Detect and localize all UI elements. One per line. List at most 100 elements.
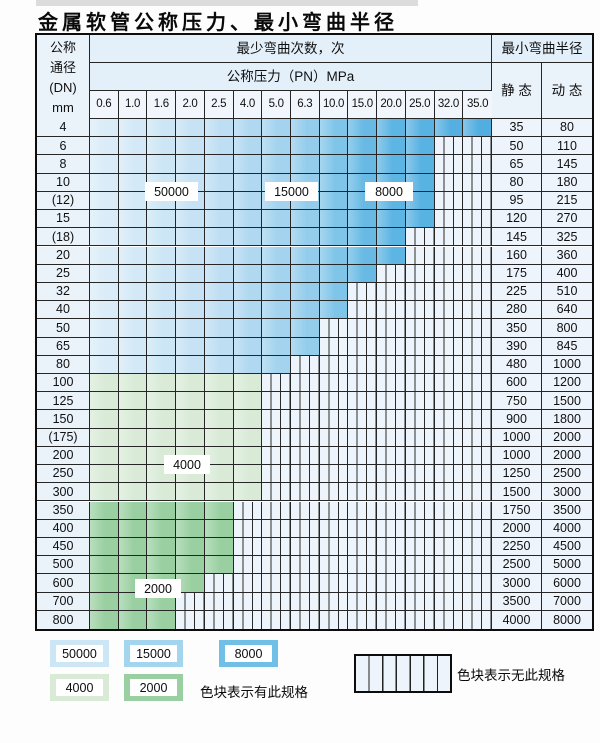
spec-available-cell [118, 319, 148, 338]
spec-available-cell [204, 392, 234, 411]
spec-available-cell [319, 155, 349, 174]
pressure-tick: 1.0 [118, 91, 148, 119]
spec-unavailable-cell [233, 537, 263, 557]
spec-available-cell [405, 137, 435, 156]
dn-cell: 300 [37, 483, 90, 502]
spec-available-cell [118, 137, 148, 156]
spec-unavailable-cell [463, 301, 492, 320]
dynamic-radius-cell: 145 [542, 155, 592, 174]
spec-unavailable-cell [262, 574, 291, 593]
static-radius-cell: 2250 [492, 537, 542, 557]
spec-unavailable-cell [377, 556, 406, 575]
spec-unavailable-cell [262, 465, 291, 484]
spec-available-cell [233, 246, 263, 265]
spec-unavailable-cell [377, 392, 406, 411]
spec-available-cell [147, 301, 177, 320]
spec-available-cell [319, 301, 349, 320]
spec-available-cell [233, 264, 263, 283]
spec-unavailable-cell [463, 155, 492, 174]
spec-unavailable-cell [434, 155, 464, 174]
spec-unavailable-cell [262, 428, 291, 447]
spec-unavailable-cell [434, 410, 464, 429]
spec-unavailable-cell [405, 264, 435, 283]
spec-unavailable-cell [463, 191, 492, 211]
spec-unavailable-cell [377, 574, 406, 593]
spec-available-cell [176, 119, 205, 138]
spec-available-cell [118, 610, 148, 629]
static-radius-cell: 900 [492, 410, 542, 429]
spec-available-cell [118, 355, 148, 374]
dynamic-radius-cell: 1500 [542, 392, 592, 411]
spec-unavailable-cell [405, 446, 435, 466]
spec-unavailable-cell [291, 483, 320, 502]
spec-available-cell [147, 537, 177, 557]
spec-unavailable-cell [434, 483, 464, 502]
spec-unavailable-cell [377, 446, 406, 466]
spec-available-cell [90, 556, 119, 575]
spec-unavailable-cell [348, 355, 378, 374]
dynamic-radius-cell: 360 [542, 246, 592, 265]
spec-available-cell [291, 119, 320, 138]
spec-unavailable-cell [434, 392, 464, 411]
spec-available-cell [176, 537, 205, 557]
spec-available-cell [233, 210, 263, 229]
spec-available-cell [204, 301, 234, 320]
spec-unavailable-cell [377, 519, 406, 538]
spec-unavailable-cell [463, 501, 492, 520]
spec-unavailable-cell [434, 282, 464, 302]
spec-available-cell [118, 374, 148, 393]
spec-unavailable-cell [405, 410, 435, 429]
dn-cell: 25 [37, 264, 90, 283]
spec-available-cell [118, 282, 148, 302]
pressure-tick: 6.3 [291, 91, 320, 119]
spec-available-cell [147, 264, 177, 283]
legend-swatch-label: 4000 [56, 679, 103, 696]
spec-unavailable-cell [348, 319, 378, 338]
dynamic-radius-cell: 2000 [542, 428, 592, 447]
spec-available-cell [176, 337, 205, 356]
spec-available-cell [262, 337, 291, 356]
spec-unavailable-cell [348, 483, 378, 502]
spec-unavailable-cell [463, 537, 492, 557]
static-radius-cell: 80 [492, 173, 542, 192]
spec-unavailable-cell [319, 592, 349, 611]
spec-available-cell [90, 119, 119, 138]
dn-cell: 15 [37, 210, 90, 229]
spec-available-cell [176, 574, 205, 593]
spec-unavailable-cell [291, 592, 320, 611]
spec-unavailable-cell [405, 428, 435, 447]
spec-unavailable-cell [377, 264, 406, 283]
spec-available-cell [118, 173, 148, 192]
spec-available-cell [348, 246, 378, 265]
spec-available-cell [147, 428, 177, 447]
spec-available-cell [147, 155, 177, 174]
spec-available-cell [176, 264, 205, 283]
spec-unavailable-cell [233, 519, 263, 538]
spec-available-cell [291, 337, 320, 356]
spec-unavailable-cell [319, 337, 349, 356]
cycle-count-label: 8000 [365, 182, 413, 201]
spec-available-cell [405, 155, 435, 174]
pressure-tick: 10.0 [319, 91, 349, 119]
spec-available-cell [434, 119, 464, 138]
spec-unavailable-cell [233, 574, 263, 593]
spec-unavailable-cell [377, 537, 406, 557]
corner-header-dn: 公称 通径 (DN) mm [37, 35, 90, 119]
spec-unavailable-cell [348, 374, 378, 393]
spec-unavailable-cell [291, 446, 320, 466]
spec-available-cell [204, 465, 234, 484]
spec-unavailable-cell [463, 246, 492, 265]
spec-available-cell [90, 264, 119, 283]
legend-swatch-label: 2000 [130, 679, 177, 696]
spec-available-cell [204, 556, 234, 575]
spec-available-cell [262, 119, 291, 138]
spec-available-cell [147, 246, 177, 265]
spec-available-cell [118, 246, 148, 265]
spec-available-cell [90, 337, 119, 356]
spec-available-cell [291, 228, 320, 247]
spec-unavailable-cell [405, 483, 435, 502]
static-radius-cell: 1000 [492, 428, 542, 447]
static-radius-cell: 65 [492, 155, 542, 174]
spec-unavailable-cell [262, 537, 291, 557]
static-radius-cell: 120 [492, 210, 542, 229]
